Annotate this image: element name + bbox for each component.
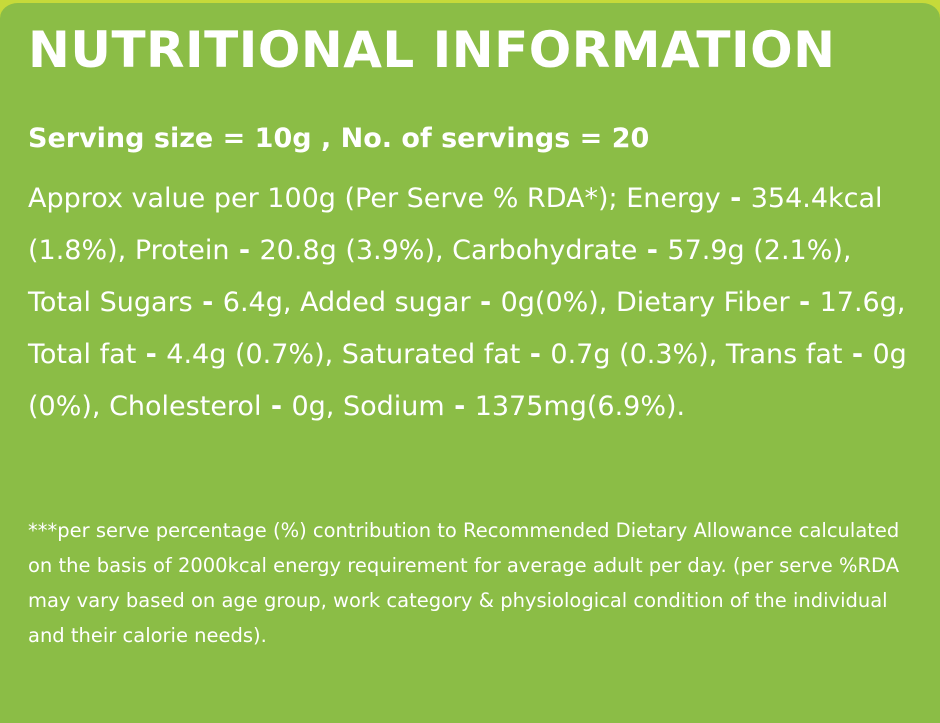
nutrient-value: 354.4kcal (1.8%), Protein [28,183,883,266]
page-title: NUTRITIONAL INFORMATION [28,21,836,79]
separator: - [789,287,820,318]
separator: - [520,339,551,370]
separator: - [842,339,873,370]
separator: - [637,235,668,266]
nutrient-value: 0g, Sodium [291,391,445,422]
nutrient-value: 6.4g, Added sugar [222,287,471,318]
nutrient-value: 57.9g (2.1%), Total Sugars [28,235,852,318]
nutrient-value: 4.4g (0.7%), Saturated fat [166,339,521,370]
nutrient-values: Approx value per 100g (Per Serve % RDA*)… [28,173,920,433]
nutrient-value: 17.6g, Total fat [28,287,906,370]
nutrient-value: 20.8g (3.9%), Carbohydrate [259,235,638,266]
separator: - [229,235,260,266]
separator: - [261,391,292,422]
separator: - [192,287,223,318]
rda-footnote: ***per serve percentage (%) contribution… [28,519,900,647]
nutrient-value: 0g (0%), Cholesterol [28,339,907,422]
separator: - [444,391,475,422]
serving-info: Serving size = 10g , No. of servings = 2… [28,123,650,154]
nutrient-value: 0.7g (0.3%), Trans fat [550,339,843,370]
separator: - [720,183,751,214]
separator: - [470,287,501,318]
nutrient-value: 0g(0%), Dietary Fiber [500,287,790,318]
nutrient-value: 1375mg(6.9%). [474,391,686,422]
separator: - [136,339,167,370]
values-intro: Approx value per 100g (Per Serve % RDA*)… [28,183,721,214]
